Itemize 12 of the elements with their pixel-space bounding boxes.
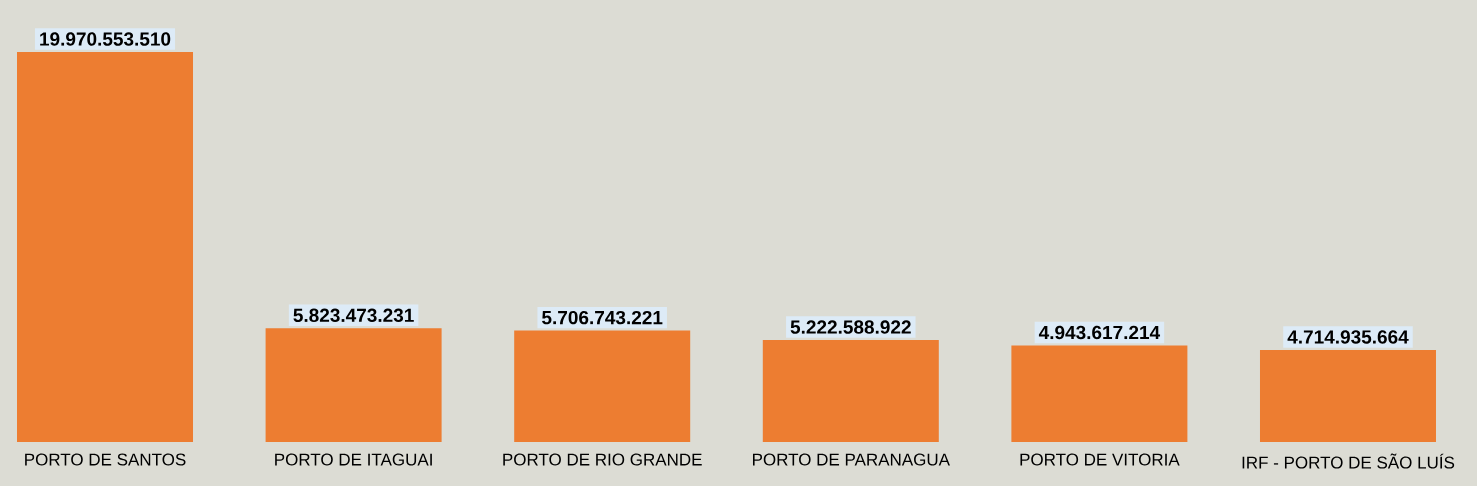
data-label: 19.970.553.510 — [40, 32, 171, 46]
data-label: 4.943.617.214 — [1038, 325, 1161, 340]
data-label: 4.714.935.664 — [1287, 330, 1409, 344]
data-label: 5.823.473.231 — [293, 308, 414, 323]
data-label: 5.706.743.221 — [542, 310, 663, 325]
x-tick-label: IRF - PORTO DE SÃO LUÍS — [1242, 453, 1455, 469]
x-tick-label: PORTO DE RIO GRANDE — [503, 453, 702, 466]
x-tick-label: PORTO DE ITAGUAI — [275, 453, 432, 466]
x-tick-label: PORTO DE SANTOS — [25, 453, 186, 466]
x-tick-label: PORTO DE PARANAGUA — [752, 453, 950, 466]
data-label: 5.222.588.922 — [790, 320, 911, 334]
x-tick-label: PORTO DE VITORIA — [1020, 453, 1180, 466]
